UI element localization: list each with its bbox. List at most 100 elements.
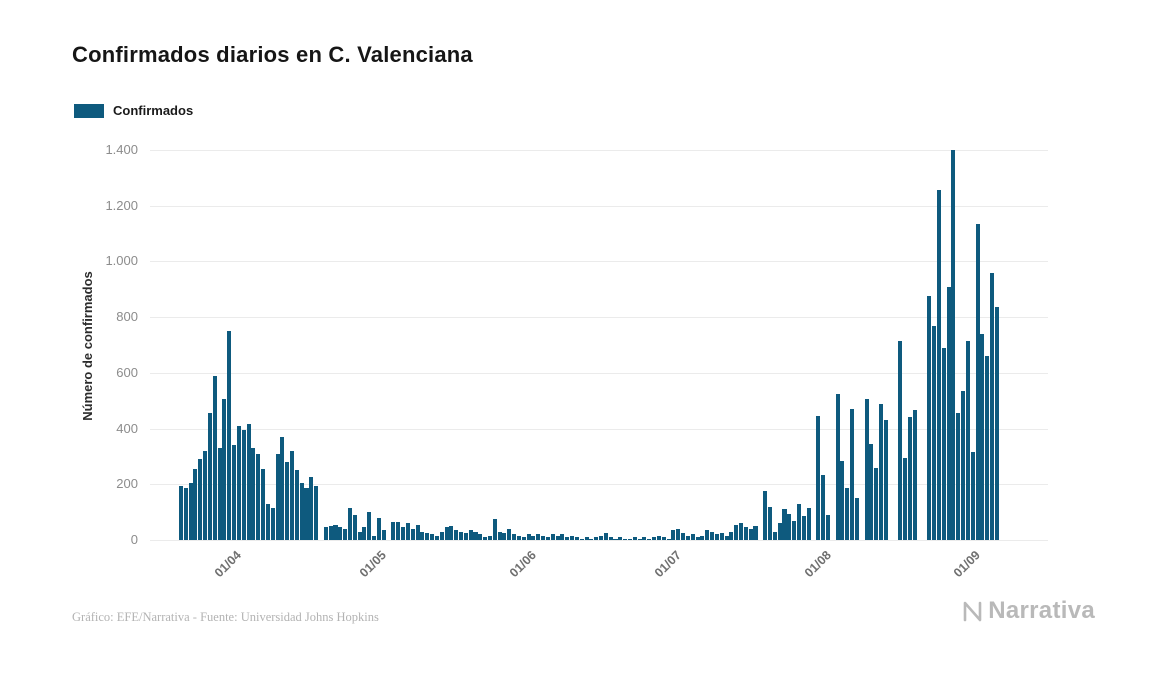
bar [907, 417, 913, 540]
credit-text: Gráfico: EFE/Narrativa - Fuente: Univers… [72, 610, 379, 624]
bar [676, 528, 681, 540]
bar [825, 514, 830, 540]
bar [328, 526, 333, 540]
bar [217, 448, 222, 540]
y-tick-label: 1.000 [105, 253, 138, 269]
bar [821, 474, 826, 540]
bar [603, 533, 608, 540]
bar [743, 527, 748, 540]
bar [753, 526, 758, 540]
bar [767, 506, 773, 540]
bar [903, 457, 908, 540]
bar [690, 534, 695, 540]
bar [685, 535, 690, 540]
bar [618, 537, 623, 540]
bar [570, 535, 575, 540]
bar [623, 538, 628, 540]
bar [487, 535, 492, 540]
bar [792, 520, 797, 540]
bar [705, 530, 710, 540]
bar [787, 513, 792, 540]
bar [343, 528, 348, 540]
bar [372, 535, 377, 540]
bar [816, 416, 821, 540]
bar [579, 538, 584, 540]
narrativa-logo-icon [963, 601, 982, 622]
bar [541, 535, 546, 540]
bar [739, 523, 744, 540]
bar [410, 528, 415, 540]
bar [560, 534, 565, 540]
bar [536, 534, 541, 540]
bar [927, 296, 932, 540]
bar [850, 409, 855, 540]
bar [241, 429, 246, 540]
bar [656, 535, 661, 540]
bar [449, 526, 454, 540]
bar [357, 531, 362, 540]
x-tick-label: 01/05 [357, 548, 390, 581]
bar [405, 523, 410, 540]
bar [299, 482, 304, 540]
bar [401, 527, 406, 540]
bar [347, 507, 352, 540]
bar [845, 488, 850, 540]
y-tick-label: 400 [116, 420, 138, 436]
bar [391, 521, 396, 540]
bar [367, 512, 372, 540]
bar [516, 535, 521, 540]
bar [796, 503, 801, 540]
bar [912, 410, 917, 540]
bar [483, 537, 488, 540]
bar [700, 535, 705, 540]
bar [883, 420, 888, 540]
bar [565, 537, 570, 540]
bar [512, 534, 517, 540]
bar [661, 537, 666, 540]
bar [458, 531, 464, 540]
bar [275, 453, 280, 540]
bar [454, 530, 459, 540]
bar [589, 538, 594, 540]
bar [627, 538, 633, 540]
bar [463, 533, 468, 540]
bar [251, 448, 256, 540]
bar [207, 413, 212, 540]
bar [468, 530, 473, 540]
bar [478, 534, 483, 540]
bar [777, 523, 782, 540]
bar [415, 524, 420, 540]
bar [280, 436, 285, 540]
y-tick-label: 1.200 [105, 197, 138, 213]
bar [193, 468, 198, 540]
bar [396, 521, 401, 540]
plot-area [150, 150, 1048, 541]
bar [531, 535, 536, 540]
bar [198, 459, 203, 540]
bar [965, 340, 970, 540]
bar [879, 403, 884, 540]
bar [323, 527, 328, 540]
bar [381, 530, 386, 540]
bar [584, 537, 589, 540]
bar [473, 531, 478, 540]
bar [599, 535, 604, 540]
brand-name: Narrativa [988, 597, 1095, 624]
bar [613, 538, 618, 540]
bar [956, 413, 961, 540]
bar [425, 533, 430, 540]
bar [990, 272, 995, 540]
bar [734, 524, 739, 540]
bar [492, 519, 497, 540]
bar [270, 507, 275, 540]
y-tick-label: 200 [116, 476, 138, 492]
bar [574, 537, 579, 540]
bar [594, 537, 599, 540]
bar [719, 533, 724, 540]
y-tick-label: 600 [116, 364, 138, 380]
bar [772, 531, 777, 540]
bar [941, 347, 946, 540]
bar [256, 453, 261, 540]
bar [763, 491, 768, 540]
